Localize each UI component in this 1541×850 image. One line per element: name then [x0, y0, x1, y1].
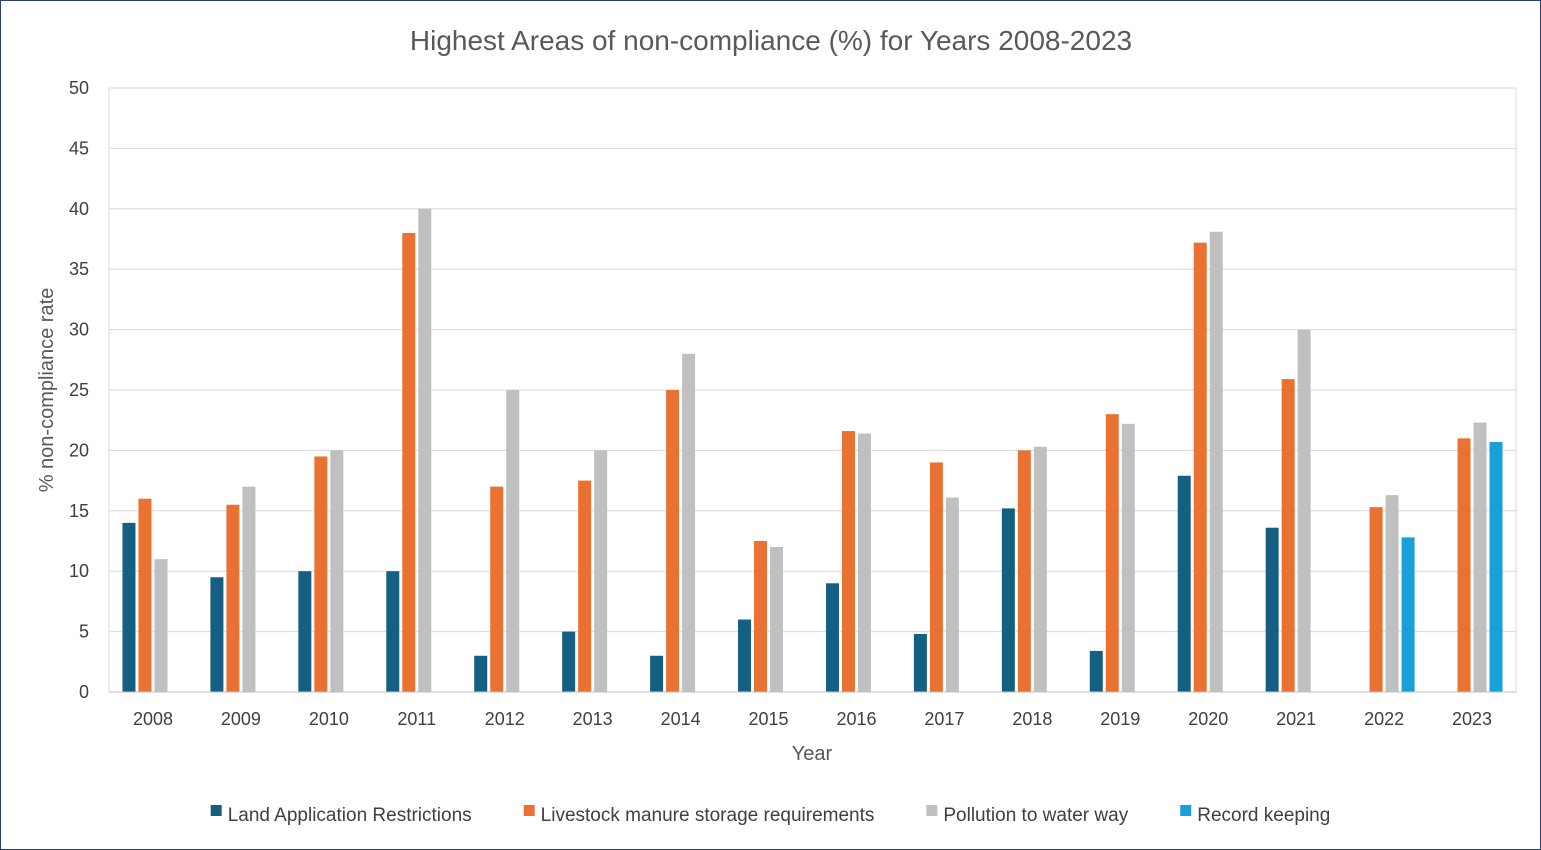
bar-pollution-to-water-way-2020: [1209, 231, 1223, 692]
bar-livestock-manure-storage-requirements-2019: [1105, 414, 1119, 692]
bar-livestock-manure-storage-requirements-2008: [138, 498, 152, 692]
y-axis-ticks: 0 5 10 15 20 25 30 35 40 45 50: [69, 78, 89, 702]
bar-land-application-restrictions-2020: [1177, 475, 1191, 692]
y-tick-label: 15: [69, 501, 89, 521]
y-tick-label: 0: [79, 682, 89, 702]
legend-item: Livestock manure storage requirements: [523, 805, 875, 826]
x-axis-label: Year: [792, 743, 833, 765]
x-tick-label: 2015: [749, 709, 789, 729]
bar-livestock-manure-storage-requirements-2018: [1017, 450, 1031, 692]
legend: Land Application Restrictions Livestock m…: [210, 805, 1330, 826]
legend-swatch: [1180, 805, 1192, 816]
bar-land-application-restrictions-2015: [738, 619, 752, 692]
bar-livestock-manure-storage-requirements-2020: [1193, 242, 1207, 692]
bars: [122, 208, 1503, 693]
legend-swatch: [523, 805, 535, 816]
bar-livestock-manure-storage-requirements-2013: [578, 480, 592, 692]
x-tick-label: 2018: [1012, 709, 1052, 729]
bar-livestock-manure-storage-requirements-2021: [1281, 379, 1295, 692]
bar-livestock-manure-storage-requirements-2012: [490, 486, 504, 692]
bar-record-keeping-2023: [1489, 441, 1503, 692]
bar-land-application-restrictions-2011: [386, 571, 400, 692]
bar-land-application-restrictions-2014: [650, 655, 664, 692]
y-tick-label: 50: [69, 78, 89, 98]
x-tick-label: 2022: [1364, 709, 1404, 729]
x-tick-label: 2021: [1276, 709, 1316, 729]
bar-land-application-restrictions-2021: [1265, 527, 1279, 692]
chart-title: Highest Areas of non-compliance (%) for …: [410, 25, 1132, 56]
legend-swatch: [926, 805, 938, 816]
bar-pollution-to-water-way-2010: [330, 450, 344, 692]
bar-livestock-manure-storage-requirements-2017: [929, 462, 943, 692]
bar-land-application-restrictions-2008: [122, 522, 136, 692]
bar-land-application-restrictions-2012: [474, 655, 488, 692]
bar-pollution-to-water-way-2021: [1297, 329, 1311, 692]
bar-pollution-to-water-way-2011: [418, 208, 432, 693]
bar-record-keeping-2022: [1401, 537, 1415, 692]
bar-pollution-to-water-way-2019: [1121, 423, 1135, 692]
bar-pollution-to-water-way-2008: [154, 559, 168, 692]
y-tick-label: 20: [69, 440, 89, 460]
x-tick-label: 2016: [836, 709, 876, 729]
y-tick-label: 10: [69, 561, 89, 581]
x-tick-label: 2017: [924, 709, 964, 729]
y-tick-label: 5: [79, 622, 89, 642]
bar-livestock-manure-storage-requirements-2016: [841, 431, 855, 692]
x-tick-label: 2014: [661, 709, 701, 729]
bar-livestock-manure-storage-requirements-2011: [402, 232, 416, 692]
bar-pollution-to-water-way-2013: [594, 450, 608, 692]
bar-livestock-manure-storage-requirements-2015: [754, 541, 768, 692]
legend-label: Pollution to water way: [943, 805, 1128, 826]
bar-pollution-to-water-way-2016: [857, 433, 871, 692]
bar-pollution-to-water-way-2012: [506, 390, 520, 692]
bar-land-application-restrictions-2016: [825, 583, 839, 692]
bar-pollution-to-water-way-2023: [1473, 422, 1487, 692]
x-axis-ticks: 2008 2009 2010 2011 2012 2013 2014 2015 2016 2017…: [133, 709, 1492, 729]
x-tick-label: 2008: [133, 709, 173, 729]
bar-pollution-to-water-way-2014: [682, 353, 696, 692]
bar-land-application-restrictions-2013: [562, 631, 576, 692]
bar-pollution-to-water-way-2022: [1385, 495, 1399, 692]
legend-item: Record keeping: [1180, 805, 1330, 826]
bar-land-application-restrictions-2010: [298, 571, 312, 692]
x-tick-label: 2019: [1100, 709, 1140, 729]
x-tick-label: 2009: [221, 709, 261, 729]
bar-livestock-manure-storage-requirements-2010: [314, 456, 328, 692]
bar-livestock-manure-storage-requirements-2023: [1457, 438, 1471, 692]
y-tick-label: 40: [69, 199, 89, 219]
x-tick-label: 2010: [309, 709, 349, 729]
x-tick-label: 2013: [573, 709, 613, 729]
y-tick-label: 25: [69, 380, 89, 400]
bar-pollution-to-water-way-2009: [242, 486, 256, 692]
x-tick-label: 2023: [1452, 709, 1492, 729]
x-tick-label: 2020: [1188, 709, 1228, 729]
y-tick-label: 35: [69, 259, 89, 279]
legend-label: Livestock manure storage requirements: [541, 805, 875, 826]
legend-item: Land Application Restrictions: [210, 805, 472, 826]
legend-label: Record keeping: [1197, 805, 1330, 826]
bar-pollution-to-water-way-2017: [945, 497, 959, 692]
bar-land-application-restrictions-2009: [210, 577, 224, 692]
legend-label: Land Application Restrictions: [228, 805, 472, 826]
bar-pollution-to-water-way-2018: [1033, 446, 1047, 692]
y-axis-label: % non-compliance rate: [36, 288, 58, 493]
bar-livestock-manure-storage-requirements-2014: [666, 390, 680, 692]
x-tick-label: 2012: [485, 709, 525, 729]
legend-item: Pollution to water way: [926, 805, 1129, 826]
x-tick-label: 2011: [397, 709, 436, 729]
legend-swatch: [210, 805, 222, 816]
bar-land-application-restrictions-2018: [1001, 508, 1015, 692]
bar-pollution-to-water-way-2015: [770, 547, 784, 692]
bar-livestock-manure-storage-requirements-2022: [1369, 507, 1383, 692]
y-tick-label: 45: [69, 138, 89, 158]
y-tick-label: 30: [69, 320, 89, 340]
bar-land-application-restrictions-2019: [1089, 650, 1103, 692]
bar-land-application-restrictions-2017: [913, 634, 927, 692]
bar-livestock-manure-storage-requirements-2009: [226, 504, 240, 692]
